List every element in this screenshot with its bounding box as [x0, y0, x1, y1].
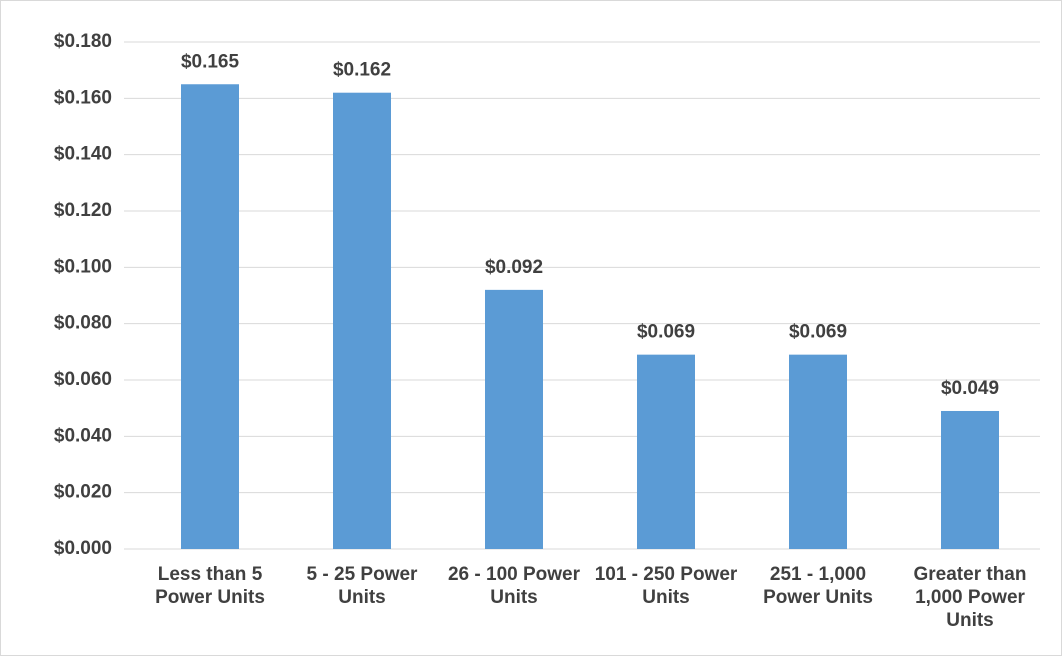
y-tick-label: $0.160	[54, 87, 112, 108]
bar	[333, 92, 391, 549]
bar	[485, 289, 543, 549]
x-tick-label: 101 - 250 Power Units	[594, 564, 738, 608]
x-tick-label: 5 - 25 Power Units	[306, 564, 418, 608]
x-tick-label-box: 101 - 250 Power Units	[594, 564, 738, 608]
y-tick-label: $0.040	[54, 425, 112, 446]
x-tick-label: 251 - 1,000 Power Units	[763, 564, 873, 608]
data-label: $0.049	[941, 378, 999, 399]
bar	[637, 354, 695, 549]
x-tick-label-box: Greater than 1,000 Power Units	[913, 564, 1027, 631]
x-tick-label-box: Less than 5 Power Units	[155, 564, 265, 608]
x-tick-label: 26 - 100 Power Units	[447, 564, 581, 608]
bar	[181, 84, 239, 549]
data-label: $0.165	[181, 51, 240, 72]
data-label: $0.069	[789, 322, 847, 343]
y-tick-label: $0.080	[54, 313, 112, 334]
y-tick-label: $0.100	[54, 256, 112, 277]
y-tick-label: $0.000	[54, 538, 112, 559]
y-tick-label: $0.140	[54, 144, 112, 165]
y-tick-label: $0.120	[54, 200, 112, 221]
x-tick-label-box: 26 - 100 Power Units	[447, 564, 581, 608]
data-label: $0.069	[637, 322, 695, 343]
y-tick-label: $0.020	[54, 482, 112, 503]
y-tick-label: $0.060	[54, 369, 112, 390]
bar	[789, 354, 847, 549]
y-tick-label: $0.180	[54, 31, 112, 52]
x-tick-label: Greater than 1,000 Power Units	[913, 564, 1027, 631]
x-tick-label: Less than 5 Power Units	[155, 564, 265, 608]
x-tick-label-box: 5 - 25 Power Units	[306, 564, 418, 608]
bar	[941, 410, 999, 549]
data-label: $0.162	[333, 60, 391, 81]
x-tick-label-box: 251 - 1,000 Power Units	[763, 564, 873, 608]
data-label: $0.092	[485, 257, 543, 278]
